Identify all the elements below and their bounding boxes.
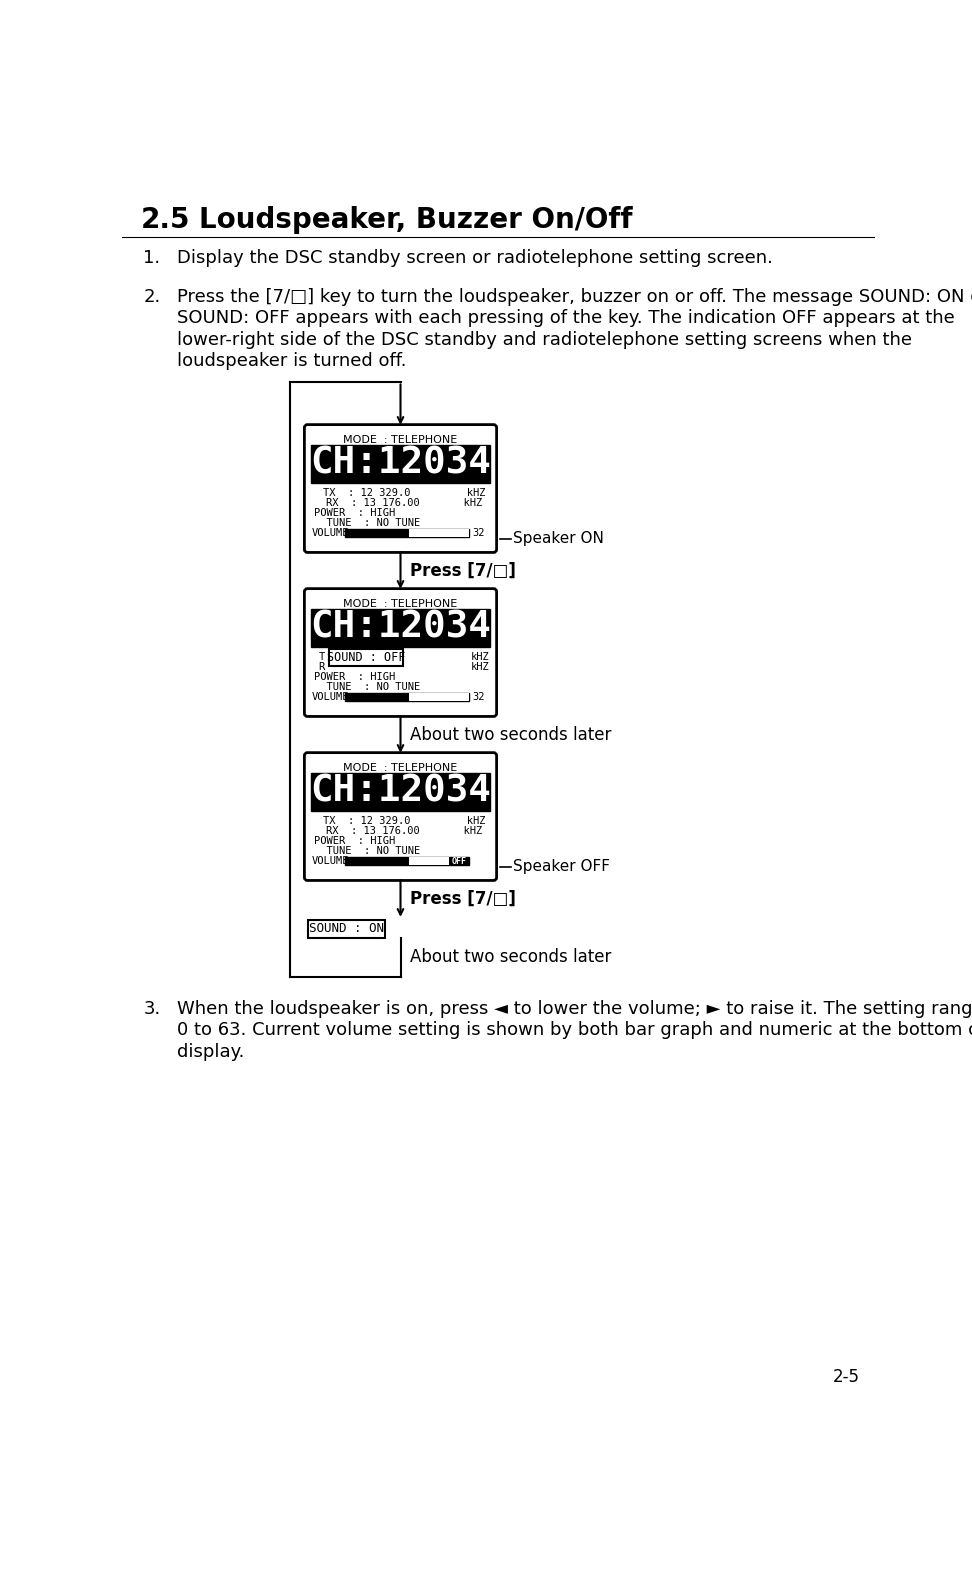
Text: VOLUME: VOLUME	[311, 528, 349, 539]
Text: Speaker OFF: Speaker OFF	[513, 858, 609, 874]
Text: POWER  : HIGH: POWER : HIGH	[314, 507, 395, 518]
Text: Display the DSC standby screen or radiotelephone setting screen.: Display the DSC standby screen or radiot…	[177, 249, 773, 268]
Text: VOLUME: VOLUME	[311, 857, 349, 866]
Text: 0 to 63. Current volume setting is shown by both bar graph and numeric at the bo: 0 to 63. Current volume setting is shown…	[177, 1021, 972, 1040]
Text: SOUND: OFF appears with each pressing of the key. The indication OFF appears at : SOUND: OFF appears with each pressing of…	[177, 309, 955, 328]
FancyBboxPatch shape	[304, 753, 497, 880]
Bar	[311, 773, 491, 811]
Text: MODE  : TELEPHONE: MODE : TELEPHONE	[343, 762, 458, 773]
Bar	[311, 608, 491, 647]
Text: SOUND : OFF: SOUND : OFF	[327, 652, 405, 665]
Text: 32: 32	[472, 691, 485, 702]
FancyBboxPatch shape	[304, 425, 497, 553]
Text: POWER  : HIGH: POWER : HIGH	[314, 673, 395, 682]
Text: loudspeaker is turned off.: loudspeaker is turned off.	[177, 353, 407, 370]
Text: 32: 32	[472, 528, 485, 539]
Text: 2-5: 2-5	[832, 1369, 859, 1386]
Text: TX  : 12 329.0         kHZ: TX : 12 329.0 kHZ	[323, 816, 486, 825]
Text: R: R	[319, 662, 325, 673]
Text: Press [7/□]: Press [7/□]	[410, 562, 516, 580]
Text: 2.: 2.	[143, 288, 160, 306]
Text: When the loudspeaker is on, press ◄ to lower the volume; ► to raise it. The sett: When the loudspeaker is on, press ◄ to l…	[177, 1000, 972, 1017]
Bar	[448, 857, 469, 865]
Text: TX  : 12 329.0         kHZ: TX : 12 329.0 kHZ	[323, 488, 486, 498]
Text: About two seconds later: About two seconds later	[410, 726, 611, 743]
Text: TUNE  : NO TUNE: TUNE : NO TUNE	[314, 682, 420, 691]
Text: T: T	[319, 652, 325, 662]
Text: 3.: 3.	[143, 1000, 160, 1017]
Bar	[311, 444, 491, 484]
Bar	[409, 529, 469, 537]
Text: CH:12034: CH:12034	[310, 446, 491, 482]
Text: Press the [7/□] key to turn the loudspeaker, buzzer on or off. The message SOUND: Press the [7/□] key to turn the loudspea…	[177, 288, 972, 306]
Text: kHZ: kHZ	[470, 652, 489, 662]
Text: lower-right side of the DSC standby and radiotelephone setting screens when the: lower-right side of the DSC standby and …	[177, 331, 913, 348]
Text: OFF: OFF	[451, 857, 467, 866]
Text: POWER  : HIGH: POWER : HIGH	[314, 836, 395, 846]
Text: 2.5: 2.5	[141, 206, 191, 235]
Bar	[345, 693, 469, 701]
Text: CH:12034: CH:12034	[310, 773, 491, 810]
Text: Speaker ON: Speaker ON	[513, 531, 604, 547]
Text: MODE  : TELEPHONE: MODE : TELEPHONE	[343, 435, 458, 446]
FancyBboxPatch shape	[304, 589, 497, 717]
Text: Loudspeaker, Buzzer On/Off: Loudspeaker, Buzzer On/Off	[199, 206, 633, 235]
Text: kHZ: kHZ	[470, 662, 489, 673]
Text: RX  : 13 176.00       kHZ: RX : 13 176.00 kHZ	[327, 498, 482, 507]
Text: 1.: 1.	[143, 249, 160, 268]
Bar	[345, 857, 469, 865]
Text: TUNE  : NO TUNE: TUNE : NO TUNE	[314, 518, 420, 528]
Text: Press [7/□]: Press [7/□]	[410, 890, 516, 907]
Text: RX  : 13 176.00       kHZ: RX : 13 176.00 kHZ	[327, 825, 482, 836]
Text: CH:12034: CH:12034	[310, 610, 491, 646]
Text: display.: display.	[177, 1043, 245, 1062]
Bar	[330, 649, 402, 666]
Text: TUNE  : NO TUNE: TUNE : NO TUNE	[314, 846, 420, 855]
Bar	[307, 920, 385, 939]
Text: About two seconds later: About two seconds later	[410, 948, 611, 967]
Bar	[409, 857, 469, 865]
Bar	[409, 693, 469, 701]
Text: MODE  : TELEPHONE: MODE : TELEPHONE	[343, 598, 458, 610]
Text: SOUND : ON: SOUND : ON	[309, 923, 384, 936]
Text: VOLUME: VOLUME	[311, 691, 349, 702]
Bar	[345, 529, 469, 537]
